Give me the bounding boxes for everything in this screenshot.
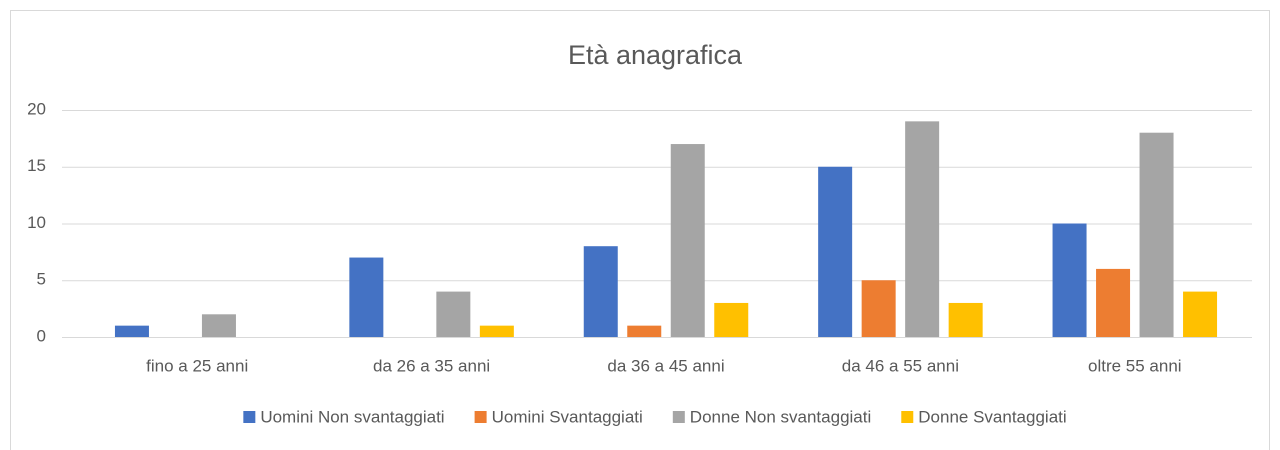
bar: [436, 291, 471, 337]
y-tick-label: 15: [27, 156, 46, 175]
legend-label: Donne Svantaggiati: [918, 407, 1066, 426]
x-tick-label: da 36 a 45 anni: [607, 356, 724, 375]
y-tick-label: 20: [27, 99, 46, 118]
bar: [714, 302, 749, 337]
bar: [670, 144, 705, 337]
legend-label: Uomini Non svantaggiati: [260, 407, 444, 426]
chart-title: Età anagrafica: [568, 40, 743, 70]
bar: [948, 302, 983, 337]
bar: [1183, 291, 1218, 337]
y-tick-label: 0: [37, 326, 46, 345]
legend-label: Donne Non svantaggiati: [690, 407, 871, 426]
bar: [349, 257, 384, 337]
bar: [1139, 132, 1174, 337]
bar: [627, 325, 662, 337]
y-tick-label: 5: [37, 270, 46, 289]
x-tick-label: da 26 a 35 anni: [373, 356, 490, 375]
bar: [114, 325, 149, 337]
legend-label: Uomini Svantaggiati: [492, 407, 643, 426]
bar: [905, 121, 940, 337]
legend-swatch: [243, 411, 256, 423]
x-tick-label: fino a 25 anni: [146, 356, 248, 375]
bar: [479, 325, 514, 337]
bar: [583, 246, 618, 337]
chart-frame: [10, 10, 1270, 450]
legend-swatch: [901, 411, 914, 423]
y-tick-label: 10: [27, 213, 46, 232]
bar: [201, 314, 236, 337]
x-tick-label: da 46 a 55 anni: [842, 356, 959, 375]
x-tick-label: oltre 55 anni: [1088, 356, 1182, 375]
bar: [1096, 268, 1131, 337]
legend-swatch: [672, 411, 685, 423]
legend-swatch: [474, 411, 487, 423]
bar: [861, 280, 896, 337]
bar: [818, 166, 853, 337]
bar: [1052, 223, 1087, 337]
